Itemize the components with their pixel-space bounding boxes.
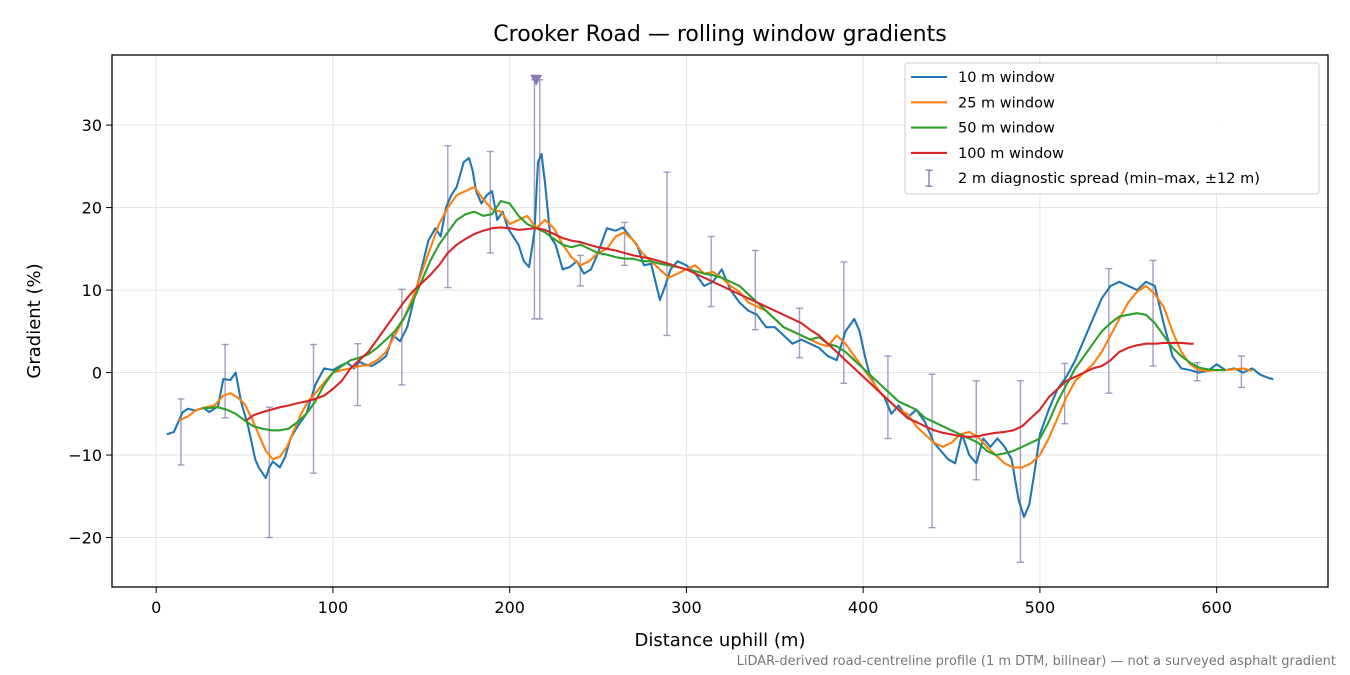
y-axis-label: Gradient (%): [24, 263, 45, 378]
x-tick-label: 500: [1025, 598, 1056, 617]
y-axis: −20 −10 0 10 20 30: [68, 116, 112, 548]
diagnostic-spread-bar: [1149, 259, 1157, 367]
diagnostic-spread-bar: [486, 150, 494, 254]
x-tick-label: 100: [318, 598, 349, 617]
diagnostic-spread-bar: [576, 254, 584, 287]
y-tick-label: 30: [82, 116, 102, 135]
y-tick-label: −10: [68, 446, 102, 465]
series-line-100-m-window: [245, 226, 1194, 438]
plot-frame: [111, 54, 1329, 588]
chart-title: Crooker Road — rolling window gradients: [493, 22, 946, 47]
legend-entry: 10 m window: [911, 70, 1055, 86]
diagnostic-spread-bar: [972, 380, 980, 481]
diagnostic-spread-bar: [177, 398, 185, 466]
y-tick-label: 20: [82, 199, 102, 218]
legend-label: 10 m window: [958, 70, 1055, 86]
x-axis-label: Distance uphill (m): [635, 630, 806, 651]
diagnostic-spread-bar: [884, 355, 892, 440]
diagnostic-spread-bar: [1016, 380, 1024, 563]
legend-label: 2 m diagnostic spread (min–max, ±12 m): [958, 171, 1260, 187]
x-axis: 0 100 200 300 400 500 600: [151, 587, 1232, 617]
y-tick-label: −20: [68, 529, 102, 548]
series-line-50-m-window: [202, 199, 1226, 457]
y-tick-label: 10: [82, 281, 102, 300]
legend-entry: 50 m window: [911, 121, 1055, 137]
x-tick-label: 600: [1201, 598, 1232, 617]
legend: 10 m window 25 m window 50 m window 100 m w…: [904, 62, 1320, 195]
diagnostic-spread-bar: [663, 171, 671, 337]
clipped-outlier-marker: [530, 74, 543, 86]
x-tick-label: 300: [671, 598, 702, 617]
series-line-10-m-window: [166, 152, 1274, 518]
legend-label: 25 m window: [958, 95, 1055, 111]
plot-area: [166, 74, 1274, 563]
legend-label: 100 m window: [958, 146, 1064, 162]
diagnostic-spread-bar: [751, 249, 759, 331]
diagnostic-spread-bar: [796, 307, 804, 359]
y-tick-label: 0: [92, 364, 102, 383]
diagnostic-spread-bar: [221, 343, 229, 419]
diagnostic-spread-bar: [309, 343, 317, 474]
legend-label: 50 m window: [958, 121, 1055, 137]
diagnostic-spread-bar: [840, 261, 848, 384]
footnote: LiDAR-derived road-centreline profile (1…: [737, 654, 1336, 669]
x-tick-label: 0: [151, 598, 161, 617]
diagnostic-spread-bar: [928, 373, 936, 529]
legend-entry: 25 m window: [911, 95, 1055, 111]
legend-box: [904, 62, 1320, 195]
diagnostic-spread-bar: [444, 145, 452, 289]
diagnostic-spread-bar: [536, 79, 544, 320]
x-tick-label: 200: [494, 598, 525, 617]
series-line-25-m-window: [178, 185, 1253, 469]
diagnostic-spread-bar: [1061, 362, 1069, 425]
legend-entry: 100 m window: [911, 146, 1064, 162]
legend-entry: 2 m diagnostic spread (min–max, ±12 m): [925, 169, 1260, 187]
diagnostic-spread-bar: [354, 342, 362, 407]
x-tick-label: 400: [848, 598, 879, 617]
